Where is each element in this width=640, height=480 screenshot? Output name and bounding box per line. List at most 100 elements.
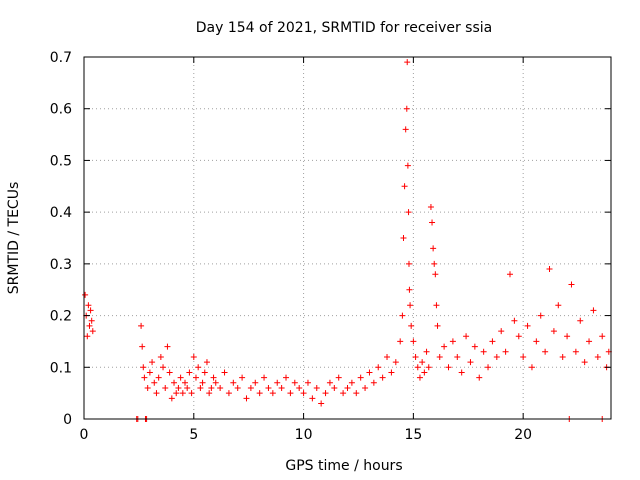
- data-point: [141, 374, 148, 381]
- data-point: [449, 338, 456, 345]
- data-point: [546, 266, 553, 273]
- data-point: [239, 374, 246, 381]
- data-point: [586, 338, 593, 345]
- y-tick-label: 0.5: [50, 153, 72, 169]
- data-point: [199, 379, 206, 386]
- data-point: [247, 384, 254, 391]
- data-point: [201, 369, 208, 376]
- data-point: [590, 307, 597, 314]
- data-point: [392, 359, 399, 366]
- data-point: [423, 348, 430, 355]
- data-point: [419, 359, 426, 366]
- data-point: [594, 353, 601, 360]
- data-point: [171, 379, 178, 386]
- data-point: [87, 307, 94, 314]
- data-point: [210, 374, 217, 381]
- data-point: [265, 384, 272, 391]
- data-point: [197, 384, 204, 391]
- data-point: [243, 395, 250, 402]
- data-point: [406, 286, 413, 293]
- y-axis-label: SRMTID / TECUs: [6, 182, 22, 295]
- data-point: [493, 353, 500, 360]
- data-point: [400, 235, 407, 241]
- data-point: [433, 302, 440, 309]
- data-point: [405, 209, 412, 216]
- y-tick-label: 0.6: [50, 102, 72, 118]
- data-point: [399, 312, 406, 319]
- data-point: [208, 384, 215, 391]
- data-point: [353, 390, 360, 397]
- data-point: [153, 390, 160, 397]
- data-point: [375, 364, 382, 371]
- data-point: [212, 379, 219, 386]
- x-tick-label: 10: [295, 427, 313, 443]
- data-point: [520, 353, 527, 360]
- data-point: [155, 374, 162, 381]
- data-point: [431, 260, 438, 267]
- data-point: [511, 317, 518, 324]
- data-point: [370, 379, 377, 386]
- data-point: [184, 384, 191, 391]
- data-point: [304, 379, 311, 386]
- data-point: [89, 328, 96, 335]
- data-point: [188, 390, 195, 397]
- data-point: [88, 317, 95, 324]
- data-point: [402, 126, 409, 133]
- data-point: [225, 390, 232, 397]
- data-point: [274, 379, 281, 386]
- data-point: [195, 364, 202, 371]
- data-point: [564, 333, 571, 340]
- data-point: [252, 379, 259, 386]
- data-point: [581, 359, 588, 366]
- data-point: [537, 312, 544, 319]
- data-point: [407, 302, 414, 309]
- data-point: [149, 359, 156, 366]
- data-point: [599, 333, 606, 340]
- data-point: [146, 369, 153, 376]
- data-point: [138, 322, 145, 329]
- data-point: [357, 374, 364, 381]
- data-point: [454, 353, 461, 360]
- data-point: [384, 353, 391, 360]
- data-point: [140, 364, 147, 371]
- data-point: [489, 338, 496, 345]
- data-point: [434, 322, 441, 329]
- data-point: [340, 390, 347, 397]
- data-point: [331, 384, 338, 391]
- data-point: [550, 328, 557, 335]
- data-point: [335, 374, 342, 381]
- data-point: [559, 353, 566, 360]
- x-tick-label: 20: [514, 427, 532, 443]
- data-point: [192, 374, 199, 381]
- data-point: [471, 343, 478, 350]
- data-point: [162, 384, 169, 391]
- data-point: [168, 395, 175, 402]
- data-point: [515, 333, 522, 340]
- data-point: [506, 271, 513, 278]
- data-point: [445, 364, 452, 371]
- data-point: [313, 384, 320, 391]
- data-point: [348, 379, 355, 386]
- data-point: [427, 203, 434, 210]
- data-point: [86, 322, 93, 329]
- data-point: [412, 353, 419, 360]
- data-point: [151, 379, 158, 386]
- data-point: [430, 245, 437, 252]
- data-point: [414, 364, 421, 371]
- data-point: [458, 369, 465, 376]
- data-point: [524, 322, 531, 329]
- data-point: [160, 364, 167, 371]
- data-point: [401, 183, 408, 190]
- data-point: [502, 348, 509, 355]
- plot-frame: [83, 56, 612, 420]
- data-point: [528, 364, 535, 371]
- data-point: [408, 322, 415, 329]
- data-point: [82, 291, 89, 298]
- data-point: [379, 374, 386, 381]
- data-point: [542, 348, 549, 355]
- data-point: [85, 302, 92, 309]
- data-point: [300, 390, 307, 397]
- y-tick-label: 0: [63, 412, 72, 428]
- data-point: [421, 369, 428, 376]
